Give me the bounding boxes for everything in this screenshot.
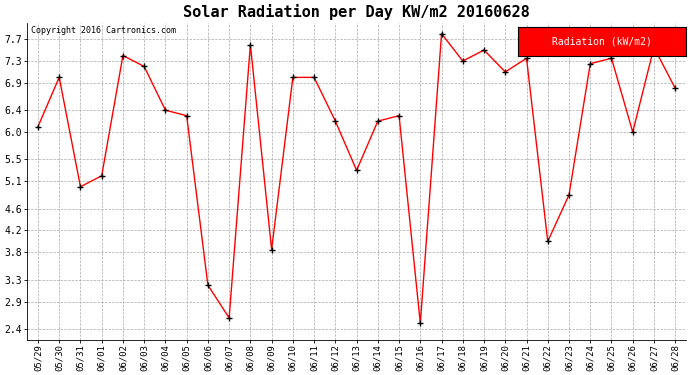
Title: Solar Radiation per Day KW/m2 20160628: Solar Radiation per Day KW/m2 20160628 <box>184 4 530 20</box>
Text: Copyright 2016 Cartronics.com: Copyright 2016 Cartronics.com <box>30 26 176 35</box>
